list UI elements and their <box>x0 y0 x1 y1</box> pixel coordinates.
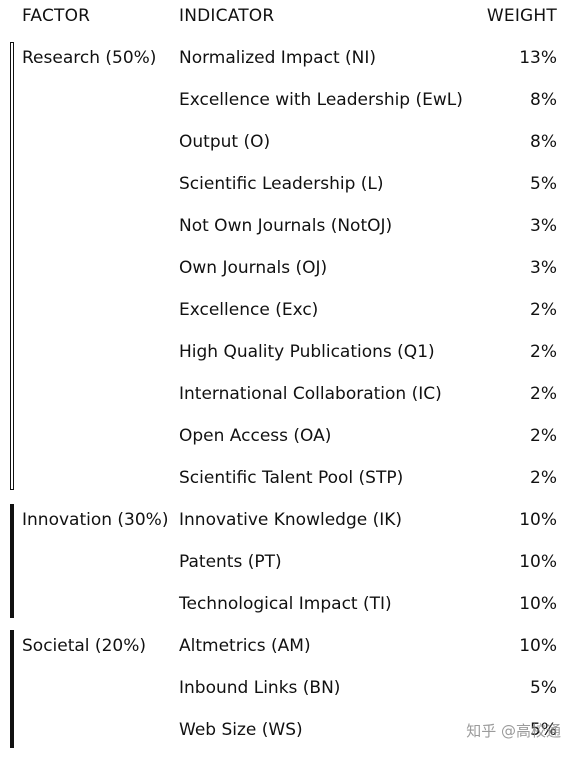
indicator-cell: Own Journals (OJ) <box>179 258 328 278</box>
table-row: Inbound Links (BN) 5% <box>0 672 571 714</box>
indicator-cell: Innovative Knowledge (IK) <box>179 510 403 530</box>
indicator-cell: Excellence (Exc) <box>179 300 319 320</box>
indicator-cell: High Quality Publications (Q1) <box>179 342 435 362</box>
factor-label: Research (50%) <box>22 48 157 68</box>
weight-cell: 5% <box>530 678 557 698</box>
indicator-cell: International Collaboration (IC) <box>179 384 442 404</box>
indicator-cell: Open Access (OA) <box>179 426 332 446</box>
watermark: 知乎 @高校通 <box>466 722 561 740</box>
weight-cell: 8% <box>530 132 557 152</box>
table-row: Altmetrics (AM) 10% <box>0 630 571 672</box>
weight-cell: 13% <box>519 48 557 68</box>
table-row: High Quality Publications (Q1) 2% <box>0 336 571 378</box>
weight-cell: 3% <box>530 216 557 236</box>
table-header: FACTOR INDICATOR WEIGHT <box>0 6 571 30</box>
weight-cell: 10% <box>519 594 557 614</box>
table-row: Excellence (Exc) 2% <box>0 294 571 336</box>
weight-cell: 10% <box>519 636 557 656</box>
indicator-cell: Scientific Leadership (L) <box>179 174 384 194</box>
table-row: Output (O) 8% <box>0 126 571 168</box>
factor-group-innovation: Innovation (30%) Innovative Knowledge (I… <box>0 504 571 630</box>
table-row: Web Size (WS) 5% <box>0 714 571 756</box>
weight-column-header: WEIGHT <box>486 6 557 26</box>
table-row: Own Journals (OJ) 3% <box>0 252 571 294</box>
indicator-cell: Output (O) <box>179 132 271 152</box>
factor-label: Societal (20%) <box>22 636 146 656</box>
factor-group-research: Research (50%) Normalized Impact (NI) 13… <box>0 42 571 504</box>
indicator-cell: Inbound Links (BN) <box>179 678 341 698</box>
indicator-cell: Scientific Talent Pool (STP) <box>179 468 404 488</box>
group-bracket <box>10 504 14 618</box>
indicator-cell: Patents (PT) <box>179 552 282 572</box>
indicator-cell: Web Size (WS) <box>179 720 303 740</box>
indicator-cell: Technological Impact (TI) <box>179 594 392 614</box>
table-row: Normalized Impact (NI) 13% <box>0 42 571 84</box>
weight-cell: 2% <box>530 384 557 404</box>
table-row: Innovative Knowledge (IK) 10% <box>0 504 571 546</box>
table-row: Technological Impact (TI) 10% <box>0 588 571 630</box>
weight-cell: 10% <box>519 510 557 530</box>
group-bracket <box>10 630 14 748</box>
indicator-cell: Altmetrics (AM) <box>179 636 311 656</box>
table-row: Not Own Journals (NotOJ) 3% <box>0 210 571 252</box>
table-row: Scientific Leadership (L) 5% <box>0 168 571 210</box>
group-bracket <box>10 42 14 490</box>
table-row: Patents (PT) 10% <box>0 546 571 588</box>
weight-cell: 2% <box>530 342 557 362</box>
weight-cell: 5% <box>530 174 557 194</box>
indicator-cell: Not Own Journals (NotOJ) <box>179 216 393 236</box>
weight-cell: 2% <box>530 468 557 488</box>
weight-cell: 2% <box>530 300 557 320</box>
table-row: Excellence with Leadership (EwL) 8% <box>0 84 571 126</box>
weight-cell: 5% <box>530 720 557 740</box>
table-row: Scientific Talent Pool (STP) 2% <box>0 462 571 504</box>
factor-label: Innovation (30%) <box>22 510 169 530</box>
weight-cell: 2% <box>530 426 557 446</box>
weight-cell: 3% <box>530 258 557 278</box>
factor-column-header: FACTOR <box>22 6 91 26</box>
factor-group-societal: Societal (20%) Altmetrics (AM) 10% Inbou… <box>0 630 571 756</box>
table-row: Open Access (OA) 2% <box>0 420 571 462</box>
indicator-cell: Normalized Impact (NI) <box>179 48 377 68</box>
weight-cell: 8% <box>530 90 557 110</box>
table-row: International Collaboration (IC) 2% <box>0 378 571 420</box>
indicator-column-header: INDICATOR <box>179 6 275 26</box>
indicator-cell: Excellence with Leadership (EwL) <box>179 90 463 110</box>
weight-cell: 10% <box>519 552 557 572</box>
